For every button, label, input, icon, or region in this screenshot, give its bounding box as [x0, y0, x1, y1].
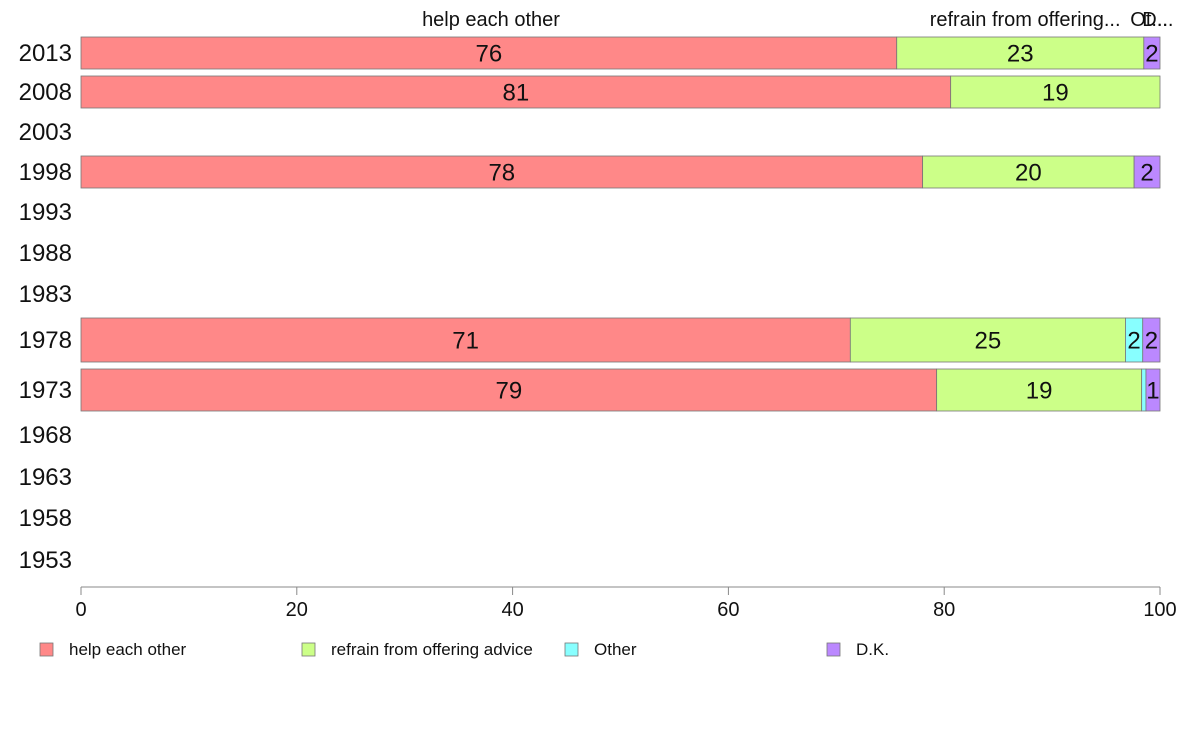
category-tick-label: 1958	[19, 505, 72, 532]
category-tick-label: 2008	[19, 79, 72, 106]
bar-value-label: 1	[1146, 378, 1159, 405]
series-header-label: refrain from offering...	[930, 9, 1121, 31]
bar-segment	[1145, 368, 1161, 412]
category-tick-label: 1978	[19, 327, 72, 354]
bar-value-label: 2	[1145, 41, 1158, 68]
series-header-label: help each other	[422, 9, 560, 31]
bar-segment	[1142, 317, 1161, 363]
bar-value-label: 81	[502, 80, 529, 107]
bar-segment	[80, 368, 938, 412]
bar-value-label: 79	[495, 378, 522, 405]
category-tick-label: 2013	[19, 40, 72, 67]
legend: help each other refrain from offering adv…	[39, 640, 889, 659]
legend-swatch	[564, 642, 579, 657]
bar-segment	[922, 155, 1135, 189]
bar-segment	[80, 75, 952, 109]
bar-value-label: 19	[1026, 378, 1053, 405]
bar-segment	[936, 368, 1143, 412]
x-axis-tick-label: 60	[717, 599, 739, 621]
category-tick-label: 1993	[19, 199, 72, 226]
category-tick-label: 1998	[19, 159, 72, 186]
bar-value-label: 23	[1007, 41, 1034, 68]
bar-value-label: 76	[476, 41, 503, 68]
x-axis-tick-label: 20	[286, 599, 308, 621]
bar-value-label: 19	[1042, 80, 1069, 107]
bar-value-label: 25	[975, 328, 1002, 355]
bar-segment	[950, 75, 1161, 109]
bar-segment	[896, 36, 1145, 70]
category-tick-label: 2003	[19, 119, 72, 146]
y-axis-tick-labels: 2013 2008 2003 1998 1993 1988 1983 1978 1973 1968…	[19, 40, 72, 574]
bar-segment	[80, 317, 851, 363]
bar-segment	[1143, 36, 1161, 70]
x-axis: 0 20 40 60 80 100	[75, 586, 1177, 621]
legend-label: Other	[594, 640, 637, 659]
bar-value-label: 2	[1127, 328, 1140, 355]
category-tick-label: 1963	[19, 464, 72, 491]
category-tick-label: 1953	[19, 547, 72, 574]
bar-value-label: 78	[488, 160, 515, 187]
x-axis-tick-label: 100	[1143, 599, 1176, 621]
series-header-label: D...	[1142, 9, 1173, 31]
series-header-label: Ot...	[1130, 9, 1168, 31]
series-header-labels: help each other refrain from offering... O…	[422, 9, 1173, 31]
bar-value-label: 2	[1145, 328, 1158, 355]
x-axis-tick-label: 0	[75, 599, 86, 621]
legend-swatch	[826, 642, 841, 657]
bar-value-label: 2	[1140, 160, 1153, 187]
legend-label: refrain from offering advice	[331, 640, 533, 659]
category-tick-label: 1983	[19, 281, 72, 308]
bar-value-label: 20	[1015, 160, 1042, 187]
bar-value-label: 71	[452, 328, 479, 355]
bars: 76 23 281 1978 20 271 25 2 279 19 1	[80, 36, 1161, 412]
legend-label: D.K.	[856, 640, 889, 659]
category-tick-label: 1973	[19, 377, 72, 404]
bar-segment	[1133, 155, 1161, 189]
bar-segment	[849, 317, 1126, 363]
category-tick-label: 1968	[19, 422, 72, 449]
x-axis-tick-label: 40	[501, 599, 523, 621]
x-axis-tick-label: 80	[933, 599, 955, 621]
category-tick-label: 1988	[19, 240, 72, 267]
bar-segment	[80, 155, 924, 189]
legend-label: help each other	[69, 640, 187, 659]
legend-swatch	[39, 642, 54, 657]
legend-swatch	[301, 642, 316, 657]
